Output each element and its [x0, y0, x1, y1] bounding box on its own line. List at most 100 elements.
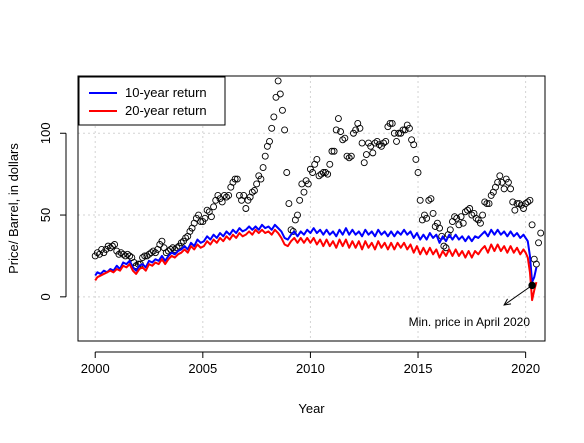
scatter-point	[356, 124, 364, 132]
plot-frame	[77, 75, 546, 342]
scatter-point	[145, 250, 153, 258]
scatter-point	[261, 152, 269, 160]
scatter-point	[507, 185, 515, 193]
scatter-point	[436, 224, 443, 232]
scatter-point	[139, 254, 147, 262]
scatter-point	[500, 185, 508, 193]
scatter-point	[182, 234, 190, 242]
scatter-point	[158, 237, 166, 245]
scatter-point	[117, 249, 125, 257]
scatter-point	[248, 188, 256, 196]
scatter-point	[442, 244, 450, 252]
scatter-point	[296, 196, 304, 204]
scatter-point	[149, 247, 157, 255]
scatter-point	[522, 200, 530, 208]
scatter-point	[332, 126, 340, 134]
scatter-point	[528, 221, 536, 229]
scatter-point	[304, 180, 312, 188]
scatter-point	[276, 90, 284, 98]
x-tick-label-2005: 2005	[188, 361, 217, 376]
scatter-point	[399, 126, 407, 134]
scatter-point	[509, 198, 517, 206]
scatter-point	[143, 252, 151, 260]
scatter-point	[380, 139, 388, 147]
scatter-point	[367, 142, 375, 150]
scatter-point	[410, 141, 418, 149]
scatter-point	[334, 115, 342, 122]
scatter-point	[309, 169, 317, 176]
scatter-point	[362, 151, 370, 158]
scatter-point	[388, 119, 396, 127]
scatter-point	[472, 214, 480, 222]
scatter-point	[405, 124, 413, 132]
scatter-point	[268, 124, 276, 132]
legend-layer: 10-year return 20-year return	[78, 76, 226, 126]
scatter-point	[515, 200, 523, 208]
scatter-point	[177, 239, 185, 247]
scatter-layer	[91, 77, 545, 270]
scatter-point	[375, 141, 383, 149]
scatter-point	[326, 160, 334, 168]
scatter-point	[479, 211, 487, 219]
scatter-point	[453, 214, 461, 222]
scatter-point	[425, 196, 433, 204]
scatter-point	[272, 93, 280, 101]
scatter-point	[461, 208, 469, 216]
x-tick-label-2015: 2015	[404, 361, 433, 376]
annotation-layer: Min. price in April 2020	[409, 281, 536, 329]
scatter-point	[427, 195, 435, 203]
scatter-point	[339, 136, 347, 144]
scatter-point	[324, 170, 332, 178]
scatter-point	[207, 213, 215, 221]
scatter-point	[220, 191, 228, 199]
scatter-point	[416, 196, 424, 204]
scatter-point	[289, 227, 297, 235]
legend-label-20-year-return: 20-year return	[125, 103, 207, 118]
scatter-point	[257, 175, 265, 183]
scatter-point	[266, 137, 273, 145]
annotation-point	[528, 281, 536, 290]
scatter-point	[147, 249, 155, 257]
scatter-point	[494, 178, 502, 186]
scatter-point	[171, 245, 179, 253]
scatter-point	[358, 139, 366, 147]
scatter-point	[511, 206, 519, 214]
annotation-label: Min. price in April 2020	[409, 315, 531, 329]
scatter-point	[233, 175, 241, 183]
scatter-point	[231, 175, 239, 183]
scatter-point	[287, 226, 295, 234]
scatter-point	[382, 137, 390, 145]
scatter-point	[513, 200, 521, 208]
scatter-point	[483, 200, 491, 208]
scatter-point	[119, 250, 127, 258]
scatter-point	[115, 250, 123, 258]
legend-box	[78, 76, 226, 126]
scatter-point	[298, 180, 306, 188]
y-tick-label-0: 0	[38, 293, 53, 300]
scatter-point	[225, 191, 233, 199]
x-tick-label-2020: 2020	[511, 361, 540, 376]
scatter-point	[395, 129, 403, 137]
scatter-point	[360, 159, 368, 167]
scatter-point	[369, 149, 377, 157]
scatter-point	[504, 178, 512, 186]
scatter-point	[328, 147, 336, 155]
legend-label-10-year-return: 10-year return	[125, 85, 207, 100]
scatter-point	[537, 229, 545, 237]
scatter-point	[164, 247, 172, 255]
scatter-point	[251, 187, 258, 194]
scatter-point	[455, 221, 463, 229]
y-axis-title: Price/ Barrel, in dollars	[6, 143, 21, 274]
scatter-point	[106, 244, 114, 252]
scatter-point	[451, 213, 459, 221]
scatter-point	[240, 191, 248, 199]
scatter-point	[390, 129, 398, 137]
scatter-point	[446, 226, 454, 234]
scatter-point	[535, 239, 542, 247]
scatter-point	[197, 218, 205, 226]
annotation-arrow-head	[503, 298, 512, 306]
x-tick-label-2010: 2010	[296, 361, 325, 376]
scatter-point	[126, 252, 134, 260]
